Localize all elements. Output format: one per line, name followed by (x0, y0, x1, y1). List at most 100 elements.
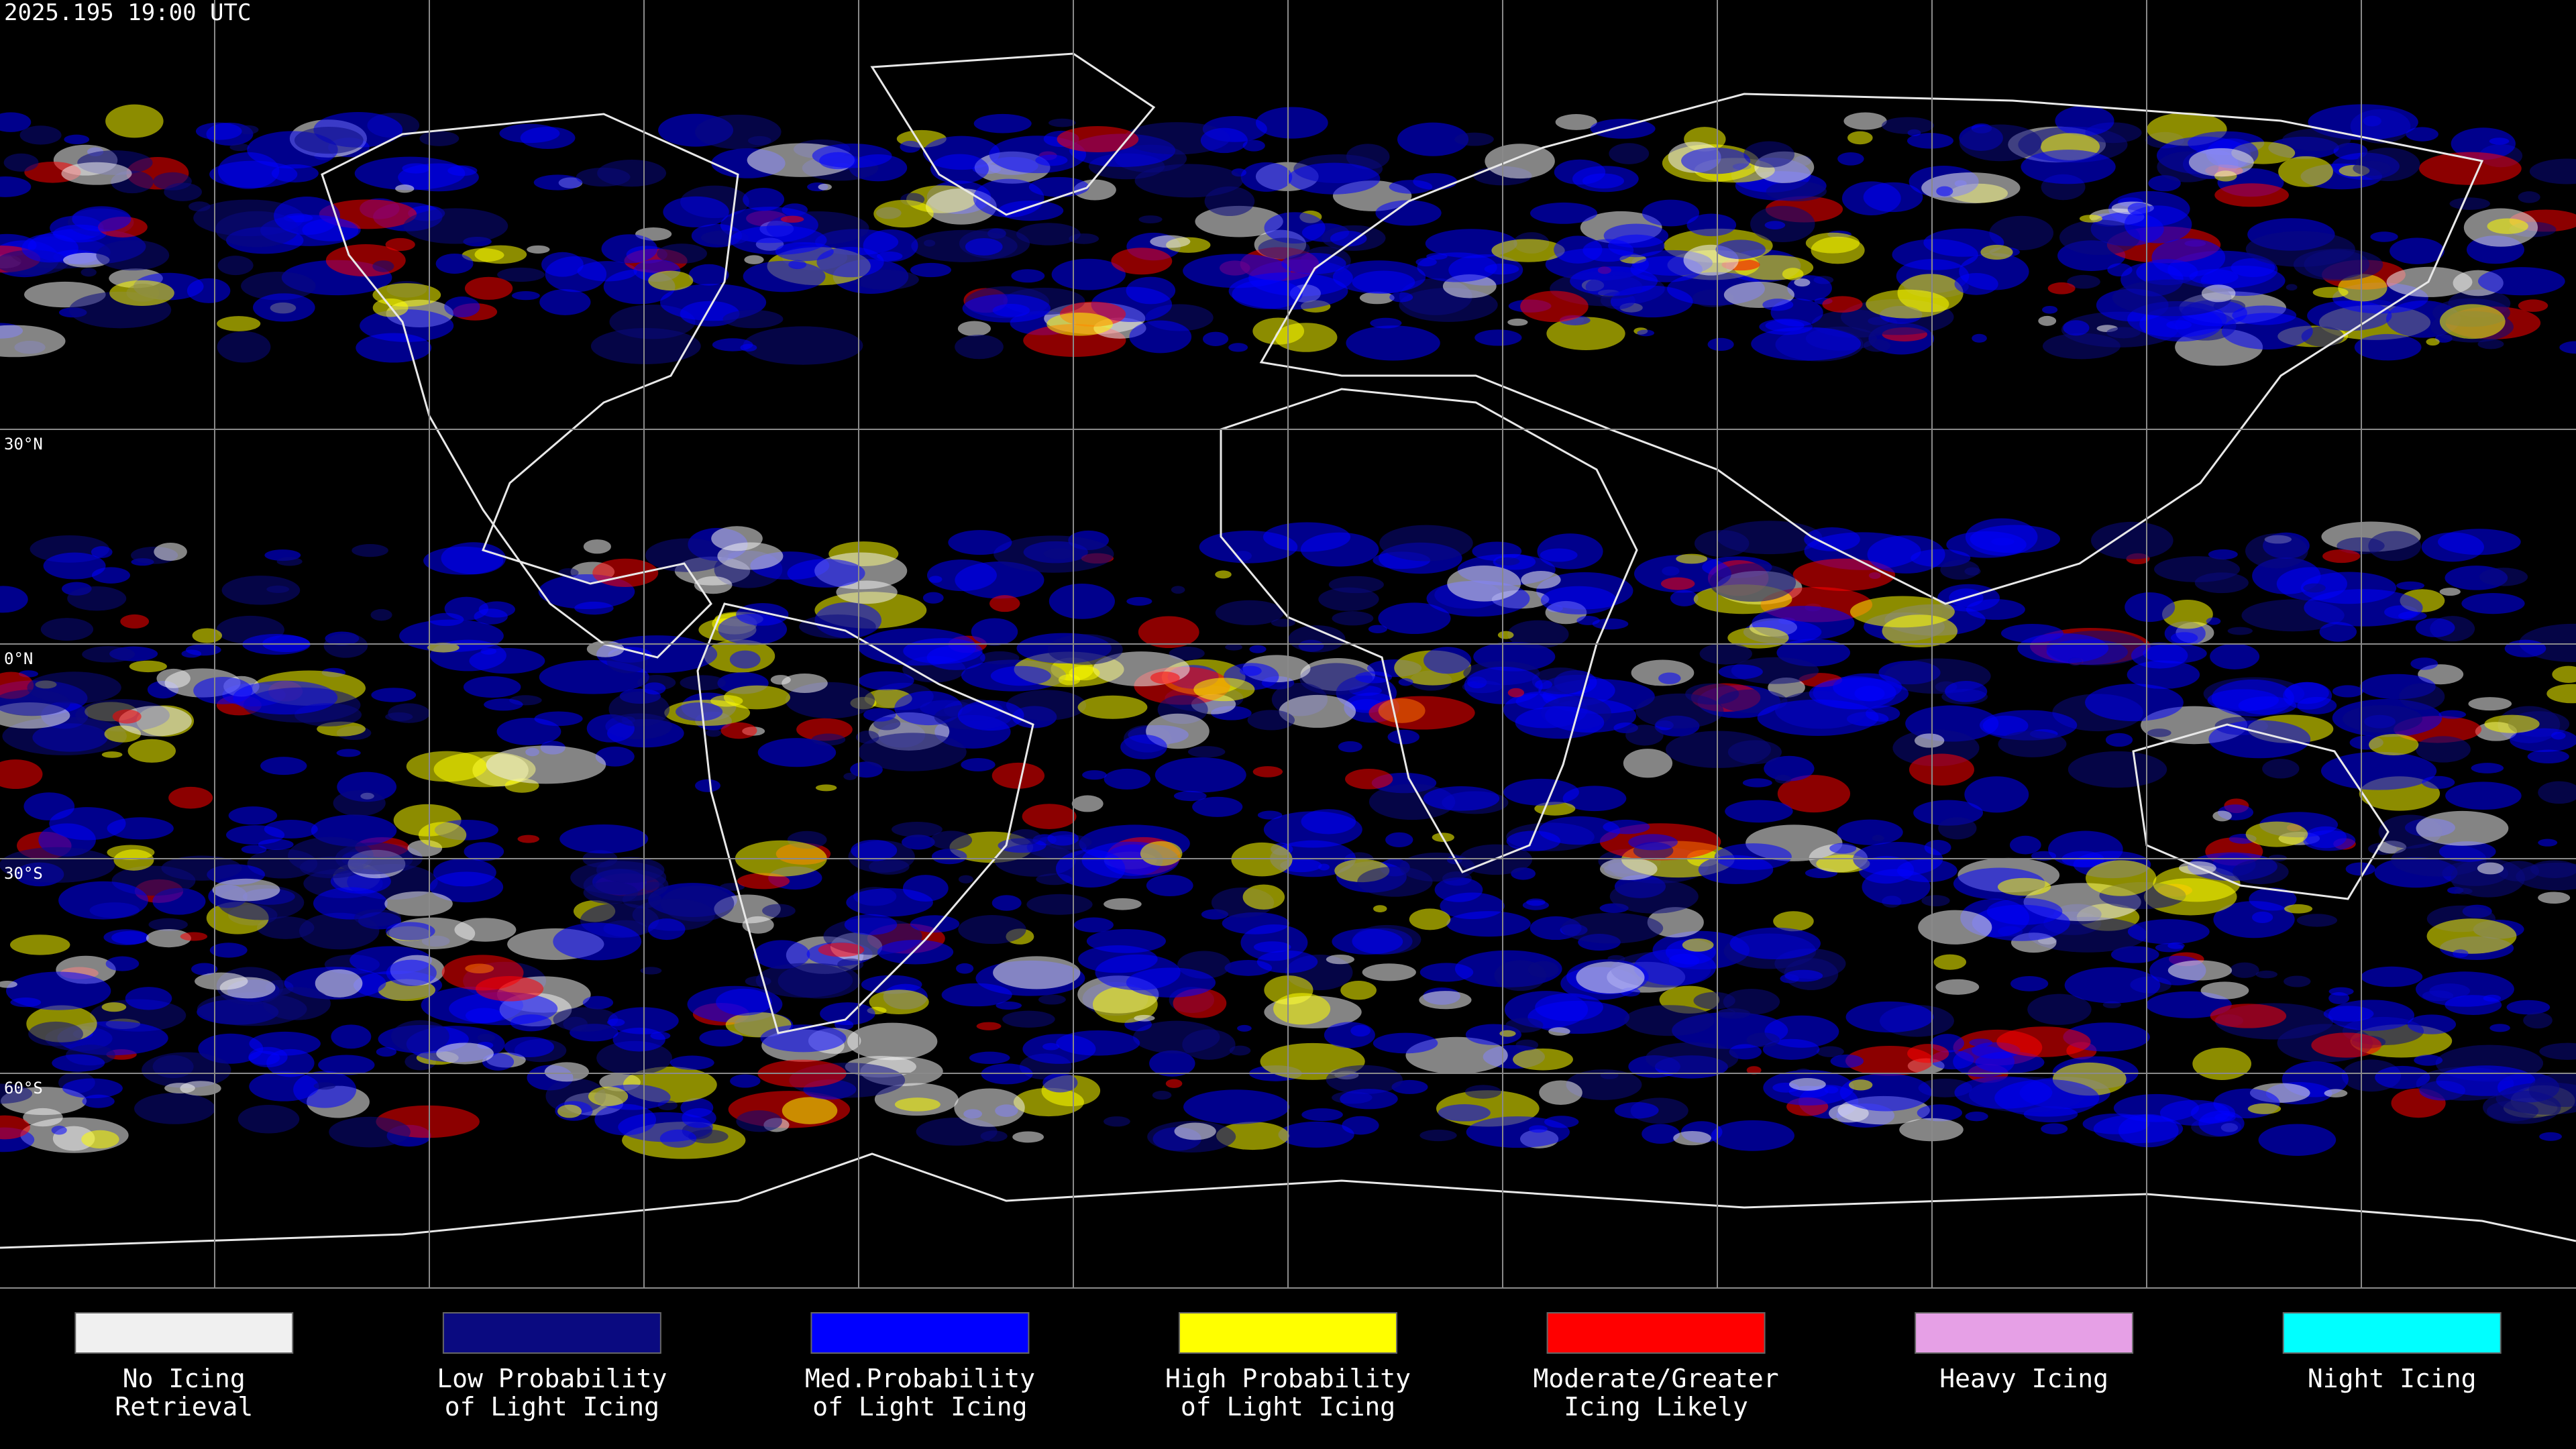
icing-patch (1914, 733, 1945, 748)
icing-patch (1624, 1005, 1715, 1036)
icing-patch (221, 576, 301, 605)
icing-patch (1069, 233, 1099, 244)
icing-patch (737, 873, 790, 890)
icing-patch (744, 255, 764, 264)
icing-patch (1273, 993, 1331, 1025)
icing-patch (1173, 790, 1207, 802)
icing-patch (2496, 1082, 2576, 1115)
icing-patch (1104, 898, 1142, 910)
coastline (1220, 388, 1638, 873)
icing-patch (2085, 860, 2157, 896)
icing-patch (107, 817, 174, 840)
icing-patch (582, 996, 614, 1010)
icing-patch (391, 1020, 449, 1053)
icing-patch (1872, 835, 1884, 842)
icing-patch (736, 1110, 782, 1132)
icing-patch (1126, 596, 1152, 606)
icing-patch (2489, 1024, 2510, 1032)
icing-patch (2021, 150, 2116, 184)
icing-patch (120, 614, 150, 629)
icing-patch (901, 835, 935, 850)
icing-patch (2085, 684, 2184, 722)
icing-patch (729, 650, 761, 669)
icing-patch (2539, 1132, 2562, 1141)
icing-patch (2201, 284, 2236, 303)
icing-patch (2258, 1124, 2337, 1156)
icing-patch (1257, 810, 1283, 820)
icing-patch (2416, 736, 2471, 763)
icing-patch (1607, 955, 1625, 963)
icing-patch (1373, 1032, 1438, 1054)
icing-patch (82, 1094, 115, 1108)
icing-patch (2370, 231, 2398, 242)
icing-patch (0, 1083, 33, 1104)
icing-patch (1278, 1121, 1354, 1148)
icing-patch (527, 245, 550, 254)
icing-patch (520, 126, 576, 150)
icing-patch (2406, 127, 2438, 142)
icing-patch (1073, 917, 1114, 933)
icing-patch (356, 333, 432, 363)
icing-patch (1373, 905, 1387, 912)
icing-patch (676, 702, 723, 721)
icing-patch (979, 651, 1020, 665)
icing-patch (112, 709, 142, 724)
icing-patch (544, 1062, 589, 1082)
icing-patch (189, 201, 211, 212)
icing-patch (1275, 323, 1338, 352)
icing-patch (262, 987, 331, 1020)
icing-patch (2322, 549, 2361, 564)
icing-patch (2112, 279, 2232, 317)
icing-patch (2345, 862, 2375, 876)
icing-patch (2529, 158, 2576, 184)
icing-patch (948, 530, 1012, 555)
icing-patch (1362, 963, 1416, 981)
icing-patch (1969, 1038, 1993, 1047)
icing-patch (51, 1126, 67, 1135)
icing-patch (511, 291, 540, 301)
icing-patch (1324, 1022, 1375, 1049)
icing-patch (1419, 991, 1472, 1010)
icing-patch (2188, 148, 2254, 177)
icing-patch (1187, 746, 1226, 758)
icing-patch (1129, 320, 1192, 354)
icing-patch (1614, 1102, 1659, 1119)
icing-patch (2151, 238, 2226, 277)
icing-patch (72, 206, 131, 232)
icing-patch (1507, 620, 1569, 649)
icing-patch (1092, 986, 1158, 1023)
icing-patch (1940, 559, 1980, 580)
icing-patch (1757, 699, 1879, 736)
icing-patch (1537, 533, 1603, 570)
icing-patch (1936, 186, 1953, 197)
icing-patch (2530, 860, 2576, 879)
icing-patch (1465, 1024, 1522, 1045)
icing-patch (1782, 268, 1804, 280)
icing-patch (1590, 119, 1656, 139)
icing-patch (557, 1104, 582, 1118)
icing-patch (930, 154, 989, 184)
icing-patch (1824, 1086, 1839, 1094)
icing-patch (588, 1086, 629, 1106)
icing-patch (846, 888, 933, 917)
icing-patch (2027, 994, 2092, 1025)
icing-patch (1228, 343, 1248, 352)
icing-patch (1882, 117, 1935, 134)
icing-patch (2166, 320, 2192, 329)
icing-patch (954, 1088, 1025, 1127)
icing-patch (1698, 855, 1774, 884)
legend-label: of Light Icing (812, 1392, 1027, 1421)
legend-label: No Icing (123, 1364, 246, 1393)
icing-patch (433, 858, 496, 887)
icing-patch (1012, 1131, 1044, 1143)
icing-patch (2059, 219, 2141, 256)
icing-patch (991, 895, 1022, 911)
icing-patch (294, 127, 364, 154)
icing-patch (1229, 1045, 1251, 1056)
icing-patch (105, 956, 140, 971)
icing-patch (2106, 327, 2141, 339)
icing-patch (2479, 568, 2528, 586)
icing-patch (957, 700, 1024, 731)
icing-patch (1623, 749, 1673, 778)
icing-patch (559, 824, 649, 854)
